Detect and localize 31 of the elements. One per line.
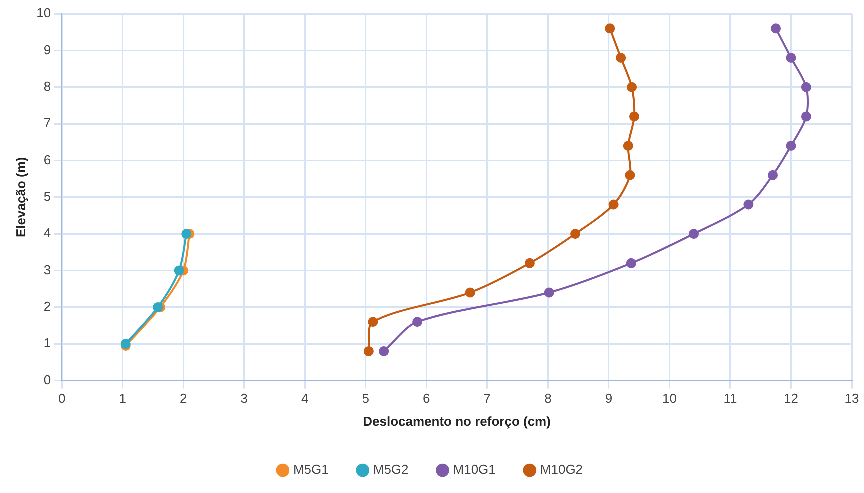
y-tick-label: 1 — [44, 336, 52, 351]
y-tick-label: 9 — [44, 42, 52, 58]
x-tick-label: 5 — [362, 391, 370, 406]
x-tick-label: 12 — [784, 391, 798, 406]
x-tick-label: 0 — [58, 391, 66, 406]
legend-label: M10G2 — [540, 462, 584, 478]
y-tick-label: 10 — [36, 6, 52, 21]
y-tick-label: 6 — [44, 152, 52, 168]
x-tick-label: 4 — [302, 391, 309, 406]
y-tick-label: 4 — [44, 226, 52, 241]
y-tick-label: 8 — [44, 78, 52, 94]
x-tick-label: 8 — [544, 391, 552, 406]
y-tick-label: 2 — [44, 299, 52, 314]
y-tick-label: 5 — [44, 188, 52, 204]
x-tick-label: 9 — [605, 391, 613, 406]
x-tick-label: 2 — [180, 391, 188, 406]
y-tick-label: 0 — [44, 372, 52, 388]
x-axis-title: Deslocamento no reforço (cm) — [363, 414, 551, 429]
x-tick-label: 11 — [724, 391, 738, 406]
y-tick-label: 3 — [44, 262, 52, 278]
legend-label: M10G1 — [453, 462, 496, 478]
x-tick-label: 7 — [484, 391, 492, 406]
legend-label: M5G1 — [293, 462, 329, 478]
x-tick-label: 13 — [844, 391, 860, 406]
x-tick-label: 3 — [240, 391, 248, 406]
y-axis-title: Elevação (m) — [13, 157, 28, 238]
x-tick-label: 1 — [119, 391, 126, 406]
y-tick-label: 7 — [44, 116, 52, 131]
legend-label: M5G2 — [373, 462, 409, 478]
x-tick-label: 10 — [662, 391, 677, 406]
x-tick-label: 6 — [423, 391, 430, 406]
